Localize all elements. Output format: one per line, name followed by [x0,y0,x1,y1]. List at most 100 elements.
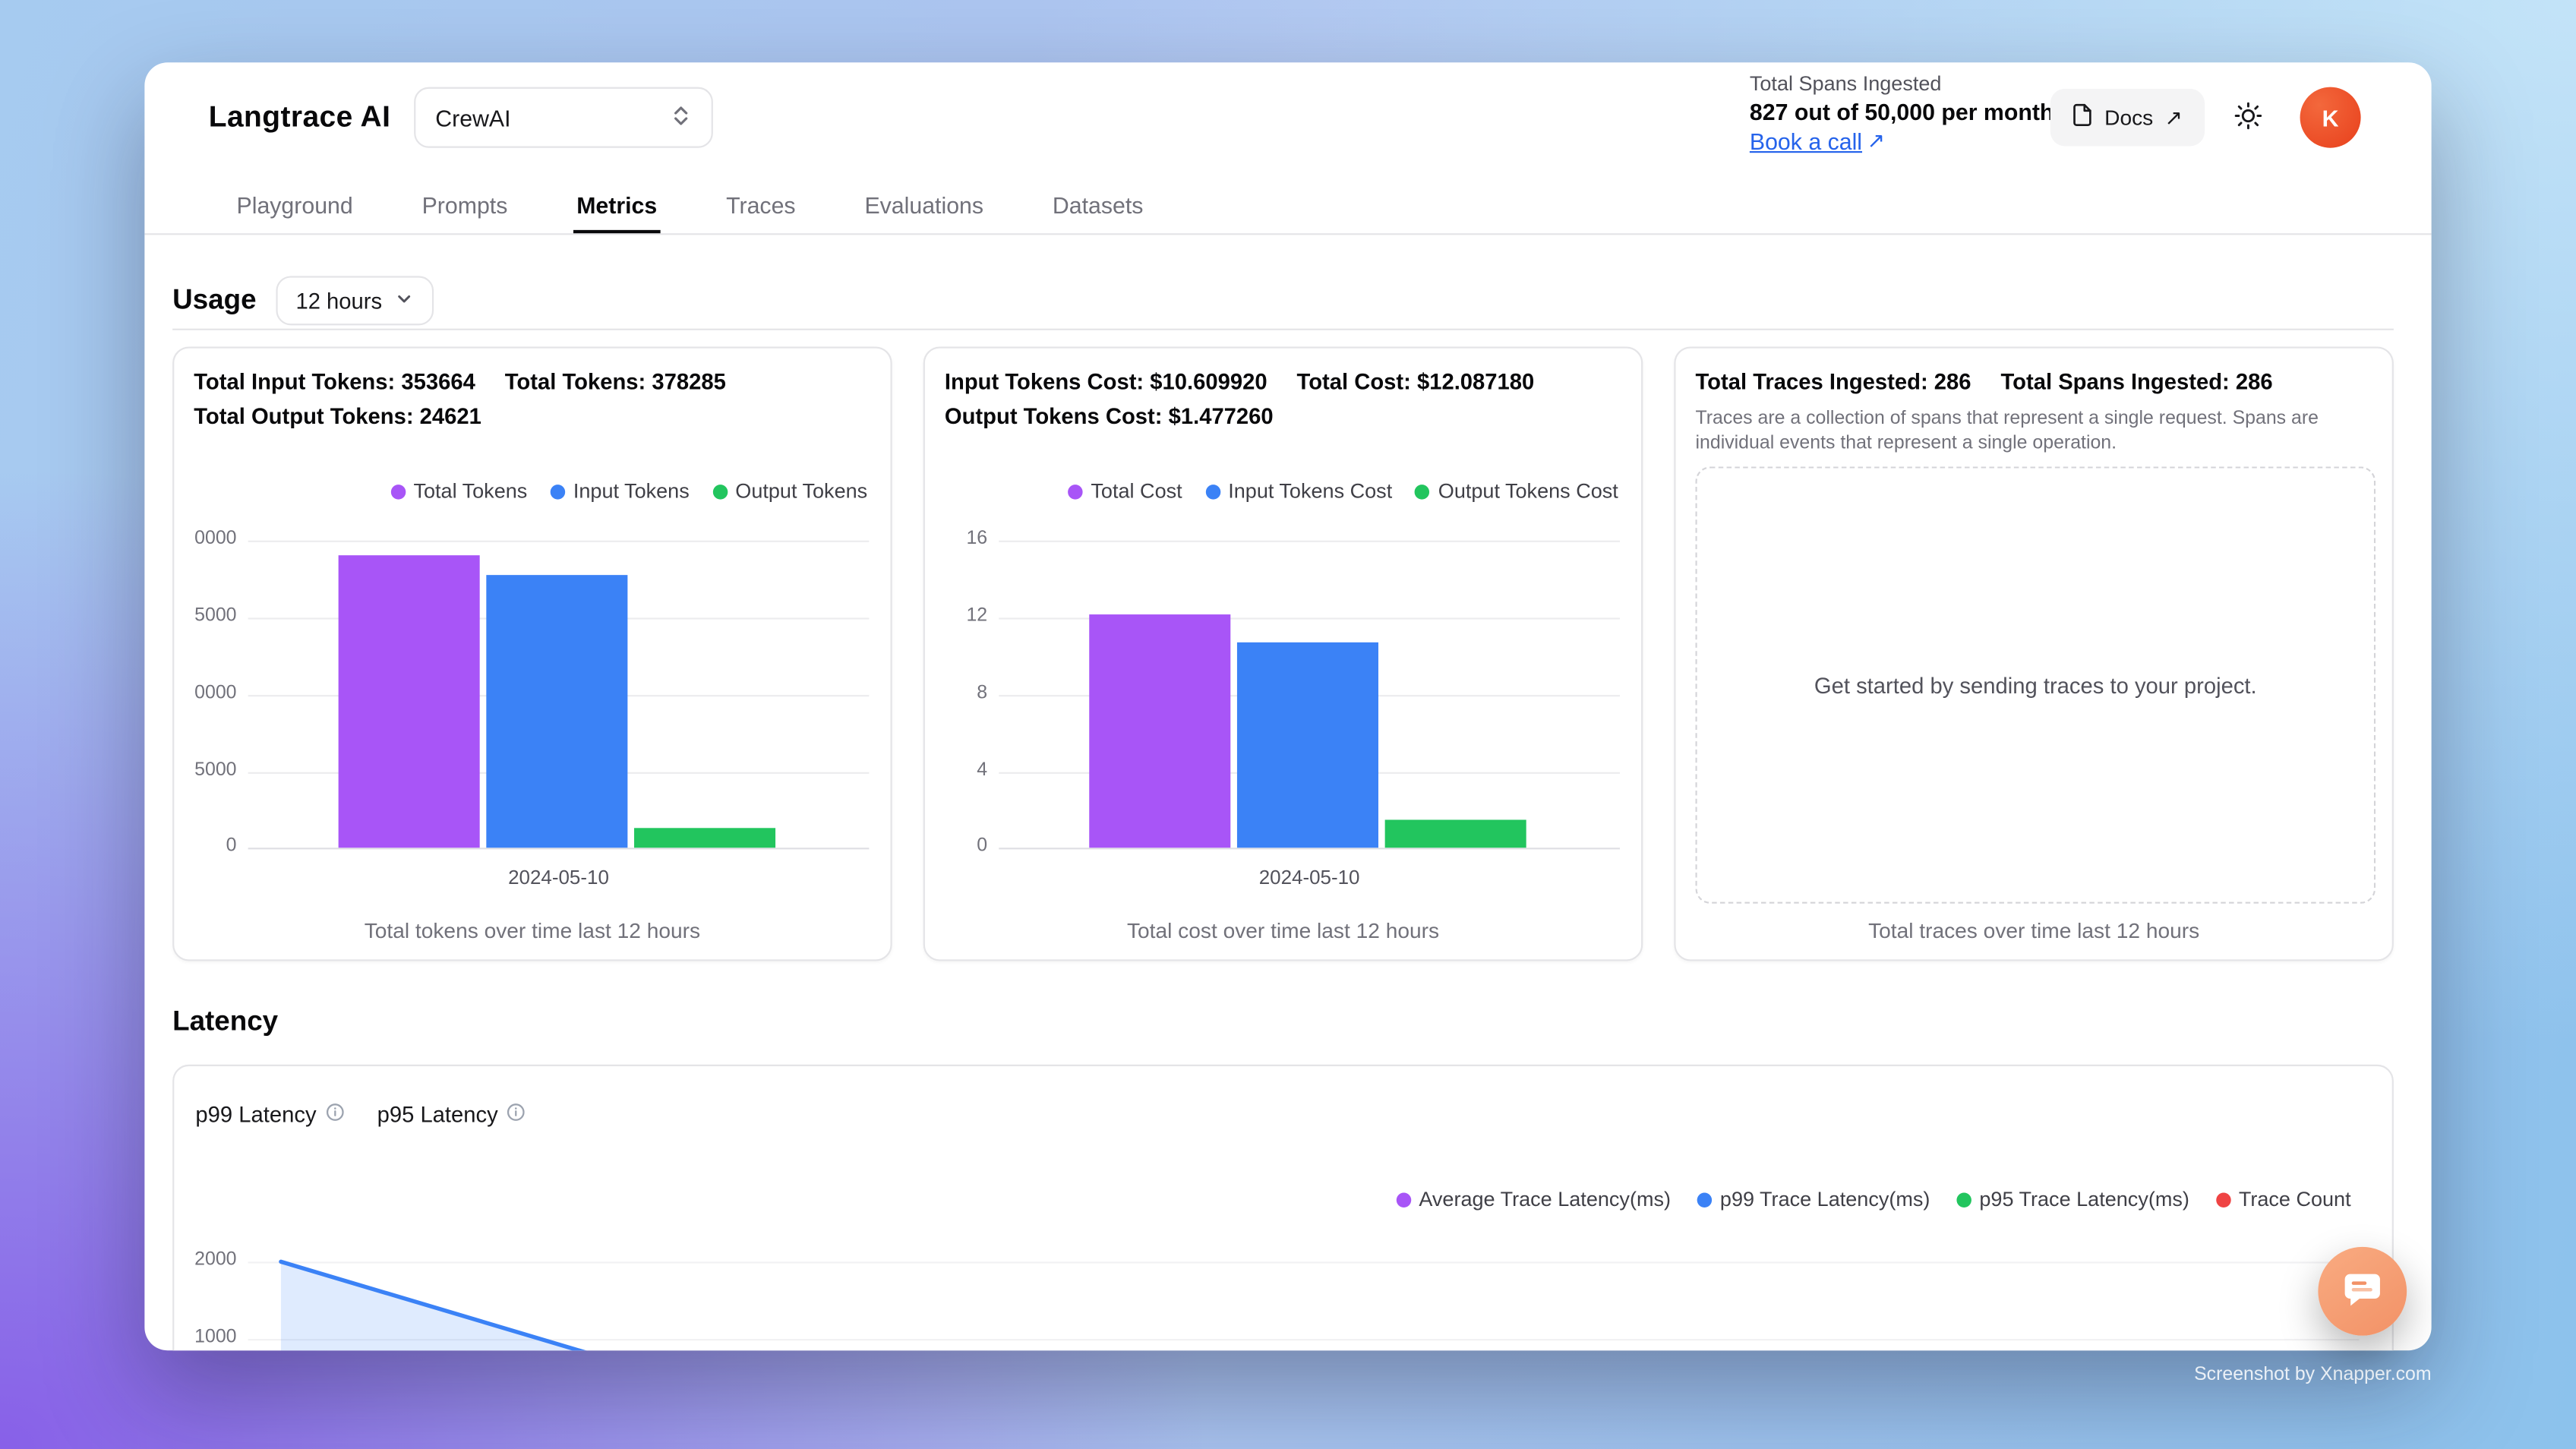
book-a-call-link[interactable]: Book a call ↗ [1750,128,2054,155]
main-nav: Playground Prompts Metrics Traces Evalua… [144,181,2432,235]
traces-usage-card: Total Traces Ingested: 286 Total Spans I… [1674,346,2394,961]
arrow-up-right-icon: ↗ [2164,104,2183,129]
quota-value: 827 out of 50,000 per month [1749,98,2054,125]
stat-output-tokens-cost: Output Tokens Cost: $1.477260 [944,404,1274,429]
usage-header-row: Usage 12 hours [172,276,434,326]
arrow-up-right-icon: ↗ [1867,128,1886,153]
tab-metrics[interactable]: Metrics [573,181,661,234]
project-selector[interactable]: CrewAI [414,87,713,148]
p99-latency-tab[interactable]: p99 Latency [195,1103,344,1127]
legend-dot [1396,1192,1411,1207]
cost-chart-caption: Total cost over time last 12 hours [1126,918,1440,943]
legend-item: Total Cost [1068,480,1182,503]
stat-total-cost: Total Cost: $12.087180 [1296,369,1535,395]
legend-dot [1204,484,1220,499]
legend-dot [1697,1192,1713,1207]
legend-item: Input Tokens Cost [1204,480,1392,503]
tokens-bar-chart [248,540,870,850]
info-icon[interactable] [324,1103,344,1127]
info-icon[interactable] [507,1103,526,1127]
gridline [999,617,1620,620]
gridline [999,848,1620,850]
legend-dot [550,484,566,499]
bar-output-tokens-cost [1384,819,1526,848]
legend-item: p99 Trace Latency(ms) [1697,1188,1930,1211]
stat-total-spans-ingested: Total Spans Ingested: 286 [2000,369,2273,395]
cost-usage-card: Input Tokens Cost: $10.609920 Total Cost… [923,346,1643,961]
legend-item: Input Tokens [550,480,690,503]
p95-latency-tab[interactable]: p95 Latency [377,1103,526,1127]
docs-button[interactable]: Docs ↗ [2050,88,2205,147]
legend-dot [390,484,406,499]
avatar[interactable]: K [2300,87,2361,148]
brand-logo[interactable]: Langtrace AI [208,99,391,134]
traces-description: Traces are a collection of spans that re… [1695,409,2319,454]
usage-heading: Usage [172,284,257,316]
traces-empty-text: Get started by sending traces to your pr… [1814,672,2257,698]
bar-input-tokens-cost [1236,642,1378,848]
gridline [999,540,1620,542]
bar-output-tokens [634,829,776,848]
tab-datasets[interactable]: Datasets [1052,192,1144,219]
theme-toggle-button[interactable] [2218,87,2278,148]
tokens-usage-card: Total Input Tokens: 353664 Total Tokens:… [172,346,892,961]
gridline [248,1339,2360,1341]
file-icon [2072,103,2093,131]
book-a-call-label: Book a call [1749,128,1863,155]
traces-chart-caption: Total traces over time last 12 hours [1868,918,2200,943]
stat-total-traces-ingested: Total Traces Ingested: 286 [1695,369,1971,395]
stat-total-tokens: Total Tokens: 378285 [504,369,726,395]
chat-widget-button[interactable] [2318,1246,2407,1336]
chat-icon [2341,1267,2384,1315]
bar-total-cost [1089,614,1231,848]
tab-traces[interactable]: Traces [726,192,796,219]
legend-item: Average Trace Latency(ms) [1396,1188,1671,1211]
avatar-initial: K [2322,104,2339,131]
time-range-value: 12 hours [295,288,383,314]
latency-card: p99 Latency p95 Latency Average Trace La… [172,1064,2394,1351]
tab-evaluations[interactable]: Evaluations [864,192,984,219]
latency-chart-legend: Average Trace Latency(ms) p99 Trace Late… [1396,1188,2351,1211]
bar-total-tokens [338,555,480,848]
legend-item: Trace Count [2215,1188,2351,1211]
gridline [248,540,870,542]
traces-empty-state: Get started by sending traces to your pr… [1695,466,2376,904]
tokens-chart-caption: Total tokens over time last 12 hours [364,918,701,943]
section-divider [172,328,2394,330]
bar-input-tokens [486,574,628,848]
tokens-chart-legend: Total Tokens Input Tokens Output Tokens [390,480,867,503]
chevron-up-down-icon [671,104,692,131]
cost-stats: Input Tokens Cost: $10.609920 Total Cost… [945,370,1534,429]
tab-prompts[interactable]: Prompts [421,192,508,219]
legend-dot [1956,1192,1971,1207]
tokens-stats: Total Input Tokens: 353664 Total Tokens:… [194,370,726,429]
cost-bar-chart [999,540,1620,850]
cost-chart-xlabel: 2024-05-10 [1258,866,1360,889]
app-window: Langtrace AI CrewAI Total Spans Ingested… [144,62,2432,1351]
sun-icon [2233,99,2264,136]
gridline [248,1261,2360,1264]
legend-item: Output Tokens [712,480,867,503]
chevron-down-icon [393,289,413,313]
tokens-chart-xlabel: 2024-05-10 [508,866,609,889]
latency-heading: Latency [172,1005,279,1037]
traces-stats: Total Traces Ingested: 286 Total Spans I… [1695,370,2272,394]
docs-button-label: Docs [2104,105,2154,130]
legend-dot [2215,1192,2231,1207]
gridline [248,848,870,850]
latency-metric-tabs: p99 Latency p95 Latency [195,1103,526,1127]
cost-chart-legend: Total Cost Input Tokens Cost Output Toke… [1068,480,1618,503]
tab-playground[interactable]: Playground [236,192,353,219]
span-quota: Total Spans Ingested 827 out of 50,000 p… [1750,72,2054,154]
legend-dot [1068,484,1083,499]
time-range-selector[interactable]: 12 hours [276,276,434,326]
stat-input-tokens-cost: Input Tokens Cost: $10.609920 [944,369,1267,395]
legend-item: Total Tokens [390,480,527,503]
stat-total-input-tokens: Total Input Tokens: 353664 [194,369,475,395]
legend-item: p95 Trace Latency(ms) [1956,1188,2189,1211]
screenshot-watermark: Screenshot by Xnapper.com [2194,1365,2432,1385]
quota-label: Total Spans Ingested [1749,72,1942,96]
latency-area-chart [279,1259,586,1351]
legend-dot [1415,484,1430,499]
